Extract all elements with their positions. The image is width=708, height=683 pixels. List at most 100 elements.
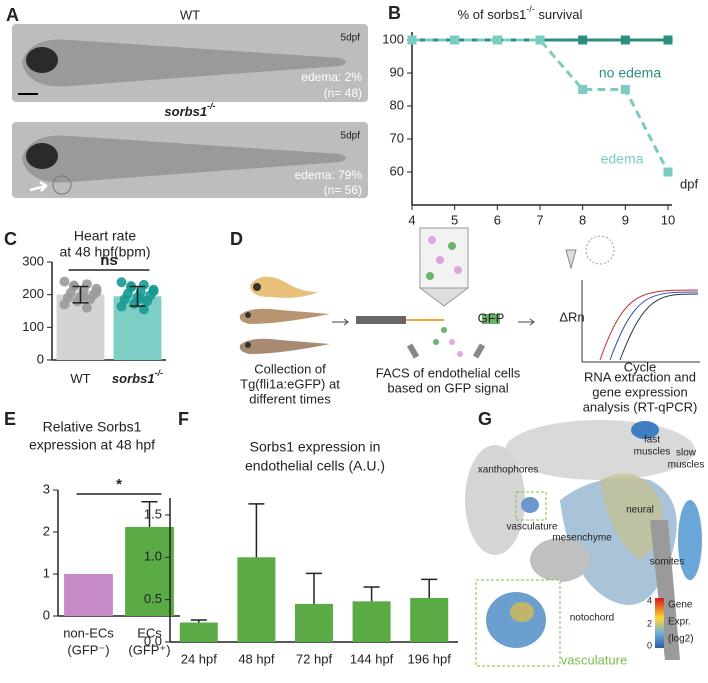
cluster-label: muscles xyxy=(668,460,705,471)
marker xyxy=(578,35,588,45)
y-tick-label: 1 xyxy=(43,565,50,580)
x-tick-label: 5 xyxy=(451,212,458,227)
droplet xyxy=(441,327,447,333)
arrow xyxy=(518,318,535,326)
cluster-label: slow xyxy=(676,448,697,459)
significance-label: ns xyxy=(100,252,118,269)
x-tick-label: 8 xyxy=(579,212,586,227)
x-tick-label: 9 xyxy=(622,212,629,227)
chart-title: endothelial cells (A.U.) xyxy=(245,458,385,474)
data-point xyxy=(148,286,159,297)
larva xyxy=(22,39,346,87)
stage: 5dpf xyxy=(341,33,361,44)
embryo xyxy=(250,276,318,298)
bar xyxy=(294,603,334,642)
curve xyxy=(619,293,699,361)
edema-rate: edema: 2% xyxy=(301,70,362,84)
colorbar-tick: 4 xyxy=(647,595,652,605)
cluster-label: vasculature xyxy=(506,522,558,533)
y-tick-label: 3 xyxy=(43,481,50,496)
cluster xyxy=(650,520,680,660)
plate xyxy=(472,343,486,359)
data-point xyxy=(91,287,102,298)
cell xyxy=(454,266,462,274)
tube xyxy=(565,249,577,270)
marker xyxy=(663,35,673,45)
colorbar-label: (log2) xyxy=(668,634,694,645)
axis-label: ΔRn xyxy=(559,309,584,324)
arrow xyxy=(332,318,349,326)
n: (n= 56) xyxy=(324,183,362,197)
panel-label: C xyxy=(4,229,17,249)
marker xyxy=(620,85,630,94)
colorbar xyxy=(655,598,664,648)
bar xyxy=(237,557,276,642)
larva xyxy=(239,308,330,324)
chart-title: expression at 48 hpf xyxy=(29,437,155,453)
panel-label: G xyxy=(478,409,492,429)
marker xyxy=(620,35,630,45)
genotype-text: sorbs1 xyxy=(164,104,207,119)
eye xyxy=(245,342,251,348)
x-tick-label-sup: -/- xyxy=(155,368,164,378)
bar xyxy=(410,597,449,642)
y-tick-label: 1.5 xyxy=(144,506,162,521)
data-point xyxy=(59,276,70,287)
bar xyxy=(125,526,174,616)
nozzle xyxy=(418,287,470,307)
droplet xyxy=(449,339,455,345)
data-point xyxy=(116,277,127,288)
arrow xyxy=(29,180,48,192)
y-tick-label: 90 xyxy=(390,64,404,79)
x-tick-label: (GFP⁻) xyxy=(67,642,109,657)
marker xyxy=(450,35,460,45)
series-label: no edema xyxy=(599,65,661,81)
step-label: Collection of xyxy=(254,361,326,376)
y-tick-label: 0.0 xyxy=(144,633,162,648)
y-tick-label: 300 xyxy=(22,253,44,268)
facs-tube xyxy=(419,227,469,289)
cell xyxy=(428,236,436,244)
panel-label: F xyxy=(178,409,189,429)
marker xyxy=(492,35,502,45)
x-tick-label: 7 xyxy=(536,212,543,227)
cluster xyxy=(631,421,659,439)
marker xyxy=(578,85,588,94)
chart-title: % of sorbs1-/- survival xyxy=(458,4,583,22)
bar xyxy=(179,622,218,642)
n: (n= 48) xyxy=(324,86,362,100)
cell xyxy=(448,242,456,250)
y-tick-label: 2 xyxy=(43,523,50,538)
data-point xyxy=(138,304,149,315)
marker xyxy=(663,167,673,177)
chart-title: Relative Sorbs1 xyxy=(43,419,142,435)
droplet xyxy=(433,339,439,345)
genotype-sup: -/- xyxy=(207,101,216,111)
cluster xyxy=(530,538,590,582)
data-point xyxy=(59,299,70,310)
cell xyxy=(436,256,444,264)
chart-title: Sorbs1 expression in xyxy=(250,439,381,455)
cluster-label: mesenchyme xyxy=(552,533,612,544)
larva-images xyxy=(12,24,368,198)
x-tick-label: 196 hpf xyxy=(408,651,452,666)
workflow-diagram xyxy=(239,227,700,363)
step-label: gene expression xyxy=(592,384,687,399)
eye xyxy=(26,143,58,169)
cluster-label: xanthophores xyxy=(478,465,539,476)
x-tick-label-text: sorbs1 xyxy=(112,371,155,386)
cluster-label: notochord xyxy=(570,613,614,624)
cluster xyxy=(521,497,539,513)
larva xyxy=(22,135,346,183)
data-point xyxy=(81,302,92,313)
genotype: sorbs1-/- xyxy=(164,101,215,119)
colorbar-label: Expr. xyxy=(668,617,691,628)
panel-label: D xyxy=(230,229,243,249)
curve xyxy=(609,291,699,361)
rna xyxy=(585,235,615,265)
x-tick-label: 6 xyxy=(494,212,501,227)
significance-label: * xyxy=(116,476,122,493)
highlight-box xyxy=(515,491,547,521)
cluster-label: muscles xyxy=(634,447,671,458)
x-tick-label: 10 xyxy=(661,212,675,227)
